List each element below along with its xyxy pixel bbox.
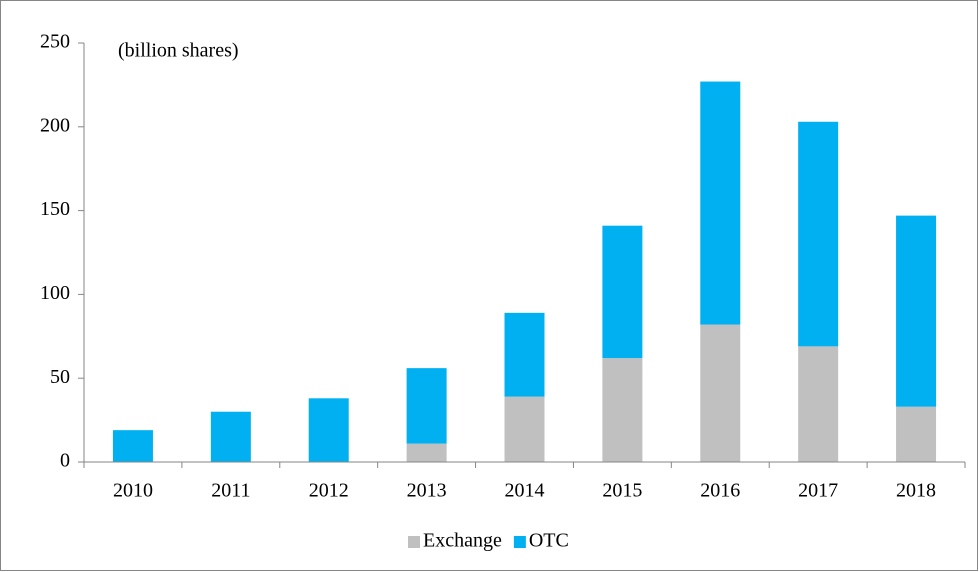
bar-segment [406,443,447,462]
bar-segment [798,121,839,347]
bar-segment [602,358,643,462]
bar-segment [504,312,545,397]
x-tick-label: 2011 [211,480,250,502]
x-tick-label: 2016 [700,480,740,502]
legend-swatch [408,536,420,548]
bar-segment [308,398,349,462]
bar-segment [896,406,937,462]
x-tick-label: 2015 [602,480,642,502]
y-tick-label: 150 [40,198,70,220]
bar-segment [112,430,153,462]
bar-segment [700,81,741,325]
legend-label: OTC [529,530,569,552]
x-tick-label: 2013 [407,480,447,502]
bar-segment [700,324,741,462]
y-tick-label: 200 [40,114,70,136]
x-tick-label: 2012 [309,480,349,502]
y-tick-label: 0 [60,450,70,472]
bar-segment [896,215,937,407]
x-tick-label: 2018 [896,480,936,502]
annotation: (billion shares) [118,40,239,62]
bar-segment [504,396,545,462]
x-tick-label: 2010 [113,480,153,502]
y-tick-label: 50 [50,366,70,388]
y-tick-label: 100 [40,282,70,304]
x-tick-label: 2017 [798,480,838,502]
bar-segment [798,346,839,462]
legend-swatch [513,536,526,548]
bar-segment [406,368,447,444]
bar-segment [210,411,251,462]
x-tick-label: 2014 [505,480,545,502]
y-tick-label: 250 [40,31,70,53]
legend-label: Exchange [423,530,502,552]
bar-segment [602,225,643,359]
